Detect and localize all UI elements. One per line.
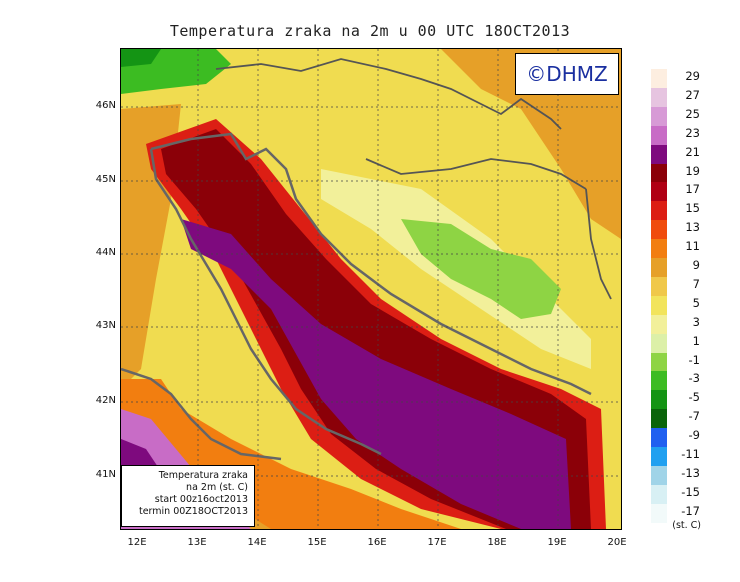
- legend-label: 9: [692, 258, 700, 272]
- legend-label: 17: [685, 182, 700, 197]
- page-title: Temperatura zraka na 2m u 00 UTC 18OCT20…: [169, 22, 571, 40]
- legend-swatch: [651, 182, 667, 202]
- legend-swatch: [651, 371, 667, 391]
- legend-swatch: [651, 87, 667, 107]
- border-east: [585, 188, 612, 300]
- lat-label: 41N: [95, 469, 116, 480]
- legend-swatch: [651, 314, 667, 334]
- legend-label: 21: [685, 144, 700, 159]
- legend-label: 27: [685, 87, 700, 102]
- info-line-variable: Temperatura zraka: [158, 470, 248, 481]
- lon-label: 14E: [247, 537, 267, 548]
- legend-label: -15: [681, 484, 700, 499]
- sea-warmest-core: [181, 219, 571, 529]
- lon-label: 12E: [127, 537, 147, 548]
- legend-label: 23: [685, 125, 700, 140]
- legend-swatch: [651, 144, 667, 164]
- map-grid: [121, 49, 621, 529]
- lon-label: 19E: [547, 537, 567, 548]
- coastline-west: [149, 148, 382, 456]
- info-line-start: start 00z16oct2013: [154, 494, 248, 505]
- cold-region-north-west-core: [121, 49, 161, 67]
- lon-label: 13E: [187, 537, 207, 548]
- legend-label: -1: [688, 352, 700, 367]
- lon-label: 18E: [487, 537, 507, 548]
- warm-region-north-east: [441, 49, 621, 239]
- border-croatia-bosnia: [365, 158, 587, 190]
- lat-label: 43N: [95, 320, 116, 331]
- cold-patch-bosnia: [401, 219, 561, 319]
- legend-label: -13: [681, 465, 700, 480]
- map-canvas: [121, 49, 621, 529]
- legend-swatch: [651, 447, 667, 466]
- legend-label: 19: [685, 163, 700, 178]
- lon-label: 16E: [367, 537, 387, 548]
- border-north: [215, 58, 562, 130]
- legend-swatch: [651, 484, 667, 504]
- legend-swatch: [651, 69, 667, 88]
- lat-label: 44N: [95, 247, 116, 258]
- legend-swatch: [651, 163, 667, 183]
- legend-label: -17: [681, 503, 700, 518]
- coastline-east: [150, 132, 592, 396]
- legend-unit: (st. C): [672, 520, 701, 531]
- legend-swatch: [651, 503, 667, 523]
- lon-label: 15E: [307, 537, 327, 548]
- temperature-map: [120, 48, 622, 530]
- legend-label: -7: [688, 409, 700, 424]
- legend-swatch: [651, 390, 667, 410]
- legend-swatch: [651, 276, 667, 296]
- legend-swatch: [651, 106, 667, 126]
- legend-swatch: [651, 220, 667, 240]
- legend-label: 1: [692, 333, 700, 348]
- legend-swatch: [651, 125, 667, 145]
- legend-swatch: [651, 201, 667, 221]
- legend-swatch: [651, 258, 667, 277]
- info-box: Temperatura zraka na 2m (st. C) start 00…: [121, 465, 255, 527]
- lat-label: 45N: [95, 174, 116, 185]
- info-line-termin: termin 00Z18OCT2013: [138, 506, 248, 517]
- legend-swatch: [651, 333, 667, 353]
- legend-swatch: [651, 239, 667, 259]
- legend-label: 11: [685, 239, 700, 254]
- legend-label: -11: [681, 447, 700, 461]
- legend-swatch: [651, 352, 667, 372]
- legend-swatch: [651, 428, 667, 448]
- coastline-italy: [121, 367, 282, 461]
- legend-label: -9: [688, 428, 700, 443]
- legend-label: 15: [685, 201, 700, 216]
- legend-label: -3: [688, 371, 700, 386]
- legend-label: 5: [692, 295, 700, 310]
- legend-label: -5: [688, 390, 700, 405]
- legend-label: 29: [685, 69, 700, 83]
- legend-label: 25: [685, 106, 700, 121]
- legend-label: 13: [685, 220, 700, 235]
- lat-label: 42N: [95, 395, 116, 406]
- lat-label: 46N: [95, 100, 116, 111]
- lon-label: 17E: [427, 537, 447, 548]
- legend-label: 7: [692, 276, 700, 291]
- legend-swatch: [651, 295, 667, 315]
- legend-swatch: [651, 409, 667, 429]
- info-line-level: na 2m (st. C): [186, 482, 248, 493]
- dhmz-logo: ©DHMZ: [515, 53, 619, 95]
- lon-label: 20E: [607, 537, 627, 548]
- legend-swatch: [651, 465, 667, 485]
- legend-label: 3: [692, 314, 700, 329]
